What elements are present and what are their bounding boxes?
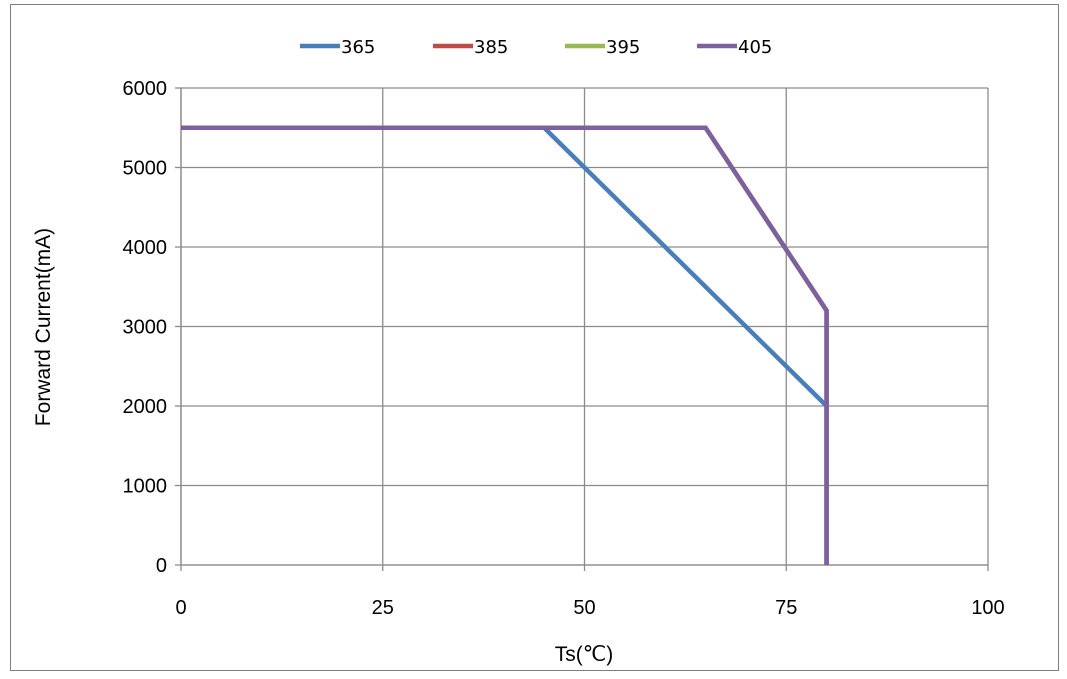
y-tick-label: 0	[156, 555, 167, 577]
legend-label-405: 405	[738, 37, 772, 58]
series-line-365	[181, 125, 829, 565]
legend-label-365: 365	[341, 37, 375, 58]
legend-label-395: 395	[606, 37, 640, 58]
series-line-395	[181, 125, 829, 565]
y-tick-label: 6000	[123, 78, 168, 100]
y-axis-title: Forward Current(mA)	[32, 228, 55, 426]
y-tick-label: 3000	[123, 317, 168, 339]
x-tick-label: 100	[971, 597, 1004, 619]
tick-labels: 0 1000 2000 3000 4000 5000 6000 0 25 50 75 100	[123, 78, 1005, 619]
x-tick-label: 25	[372, 597, 394, 619]
y-tick-label: 1000	[123, 476, 168, 498]
y-tick-label: 2000	[123, 396, 168, 418]
x-axis-title: Ts(℃)	[555, 643, 614, 666]
x-tick-label: 50	[573, 597, 595, 619]
y-tick-label: 4000	[123, 237, 168, 259]
legend: 365 385 395 405	[300, 37, 772, 58]
chart-frame	[10, 4, 1059, 671]
x-tick-label: 75	[775, 597, 797, 619]
x-tick-label: 0	[175, 597, 186, 619]
legend-label-385: 385	[474, 37, 508, 58]
grid	[180, 87, 989, 566]
series-lines	[181, 125, 829, 565]
series-line-405	[181, 125, 829, 565]
y-tick-label: 5000	[123, 158, 168, 180]
axes	[175, 87, 989, 571]
series-line-385	[181, 125, 829, 565]
